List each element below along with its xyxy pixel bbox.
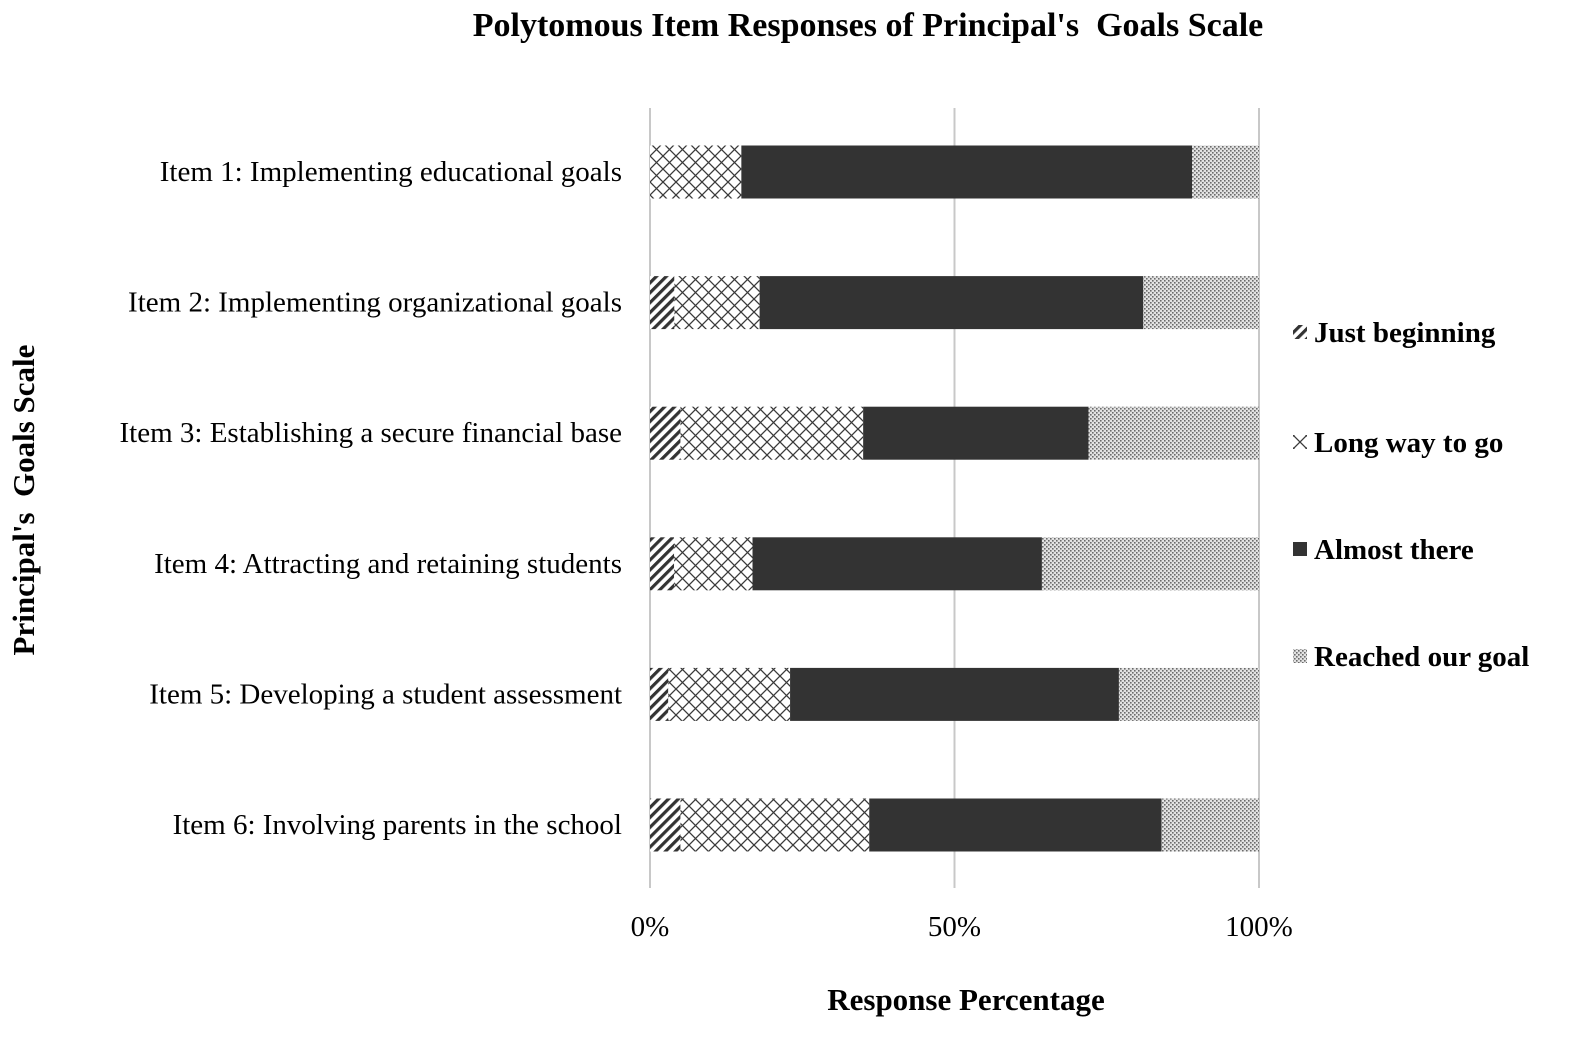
bar-segment-almost-there — [752, 537, 1042, 591]
bar-segment-almost-there — [759, 276, 1144, 330]
legend-swatch-long-way-to-go — [1293, 435, 1307, 449]
bar-segment-long-way-to-go — [680, 798, 870, 852]
legend-label-just-beginning: Just beginning — [1314, 317, 1496, 349]
bar-segment-almost-there — [741, 145, 1193, 199]
category-label: Item 6: Involving parents in the school — [173, 809, 622, 841]
category-labels: Item 1: Implementing educational goals It… — [120, 156, 623, 841]
bar-segment-just-beginning — [650, 667, 669, 721]
x-tick-label: 0% — [631, 911, 670, 943]
bar-segment-just-beginning — [650, 537, 675, 591]
chart-title: Polytomous Item Responses of Principal's… — [473, 7, 1263, 44]
bar-segment-reached-our-goal — [1161, 798, 1259, 852]
bar-segment-almost-there — [790, 667, 1119, 721]
x-tick-label: 100% — [1225, 911, 1293, 943]
bar-segment-reached-our-goal — [1088, 406, 1259, 460]
bar-segment-long-way-to-go — [674, 276, 760, 330]
bar-segment-long-way-to-go — [650, 145, 742, 199]
bar-segment-just-beginning — [650, 798, 681, 852]
legend-swatch-reached-our-goal — [1293, 649, 1307, 663]
bar-segment-just-beginning — [650, 276, 675, 330]
category-label: Item 1: Implementing educational goals — [160, 156, 622, 188]
bar-segment-long-way-to-go — [674, 537, 753, 591]
bar-segment-reached-our-goal — [1192, 145, 1259, 199]
gridlines — [649, 108, 1260, 888]
legend-swatch-just-beginning — [1293, 325, 1307, 339]
legend-label-reached-our-goal: Reached our goal — [1314, 641, 1529, 673]
category-label: Item 4: Attracting and retaining student… — [154, 548, 622, 580]
category-label: Item 2: Implementing organizational goal… — [128, 287, 622, 319]
bar-segment-just-beginning — [650, 406, 681, 460]
x-tick-labels: 0% 50% 100% — [631, 911, 1293, 943]
bar-segment-long-way-to-go — [680, 406, 864, 460]
x-axis-title: Response Percentage — [827, 982, 1105, 1017]
legend-label-long-way-to-go: Long way to go — [1314, 427, 1503, 459]
legend: Just beginning Long way to go Almost there… — [1293, 317, 1529, 673]
bar-segment-reached-our-goal — [1041, 537, 1259, 591]
bars — [650, 145, 1259, 852]
x-tick-label: 50% — [928, 911, 981, 943]
legend-label-almost-there: Almost there — [1314, 534, 1474, 566]
legend-swatch-almost-there — [1293, 542, 1307, 556]
bar-segment-reached-our-goal — [1118, 667, 1259, 721]
bar-segment-reached-our-goal — [1143, 276, 1259, 330]
bar-segment-almost-there — [869, 798, 1162, 852]
bar-segment-almost-there — [863, 406, 1089, 460]
category-label: Item 3: Establishing a secure financial … — [120, 417, 623, 449]
category-label: Item 5: Developing a student assessment — [149, 678, 622, 710]
bar-segment-long-way-to-go — [668, 667, 791, 721]
y-axis-title: Principal's Goals Scale — [6, 345, 41, 656]
